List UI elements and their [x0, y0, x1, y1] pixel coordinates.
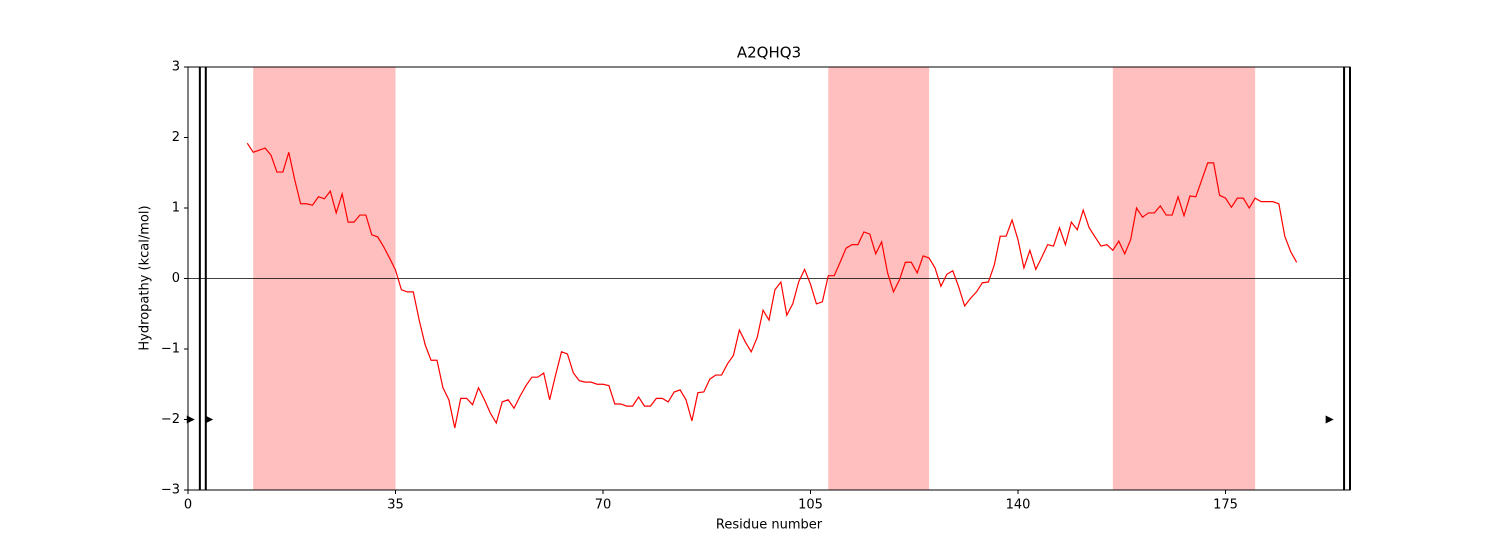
y-tick-label: 0	[172, 271, 180, 286]
y-tick-label: 2	[172, 130, 180, 145]
x-tick-label: 70	[595, 498, 612, 513]
x-axis-label: Residue number	[716, 518, 823, 533]
y-tick-label: 3	[172, 60, 180, 75]
hydropathy-line	[246, 142, 1298, 429]
x-tick-label: 35	[387, 498, 404, 513]
marker	[1325, 415, 1334, 424]
marker	[205, 415, 214, 424]
x-tick-label: 140	[1006, 498, 1031, 513]
y-tick-label: −2	[161, 412, 180, 427]
x-tick-label: 0	[184, 498, 192, 513]
marker	[186, 415, 195, 424]
chart-title: A2QHQ3	[737, 44, 801, 62]
x-tick-label: 175	[1213, 498, 1238, 513]
x-tick-label: 105	[798, 498, 823, 513]
y-tick-label: 1	[172, 201, 180, 216]
y-tick-label: −3	[161, 483, 180, 498]
y-axis-label: Hydropathy (kcal/mol)	[138, 205, 153, 350]
y-tick-label: −1	[161, 342, 180, 357]
